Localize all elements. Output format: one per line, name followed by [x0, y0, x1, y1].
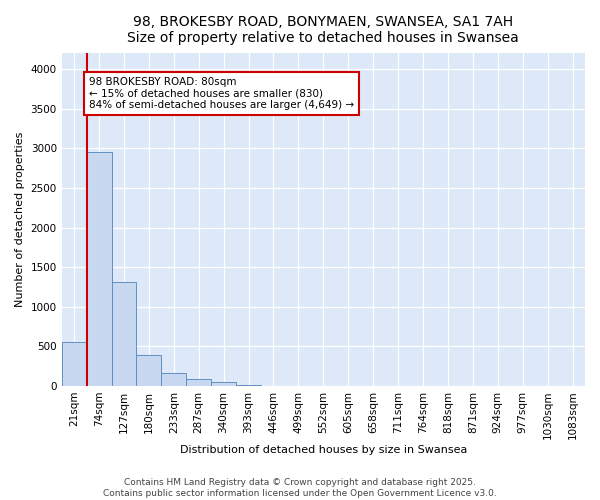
- X-axis label: Distribution of detached houses by size in Swansea: Distribution of detached houses by size …: [179, 445, 467, 455]
- Bar: [112, 282, 136, 386]
- Y-axis label: Number of detached properties: Number of detached properties: [15, 132, 25, 308]
- Bar: [186, 379, 211, 386]
- Text: 98 BROKESBY ROAD: 80sqm
← 15% of detached houses are smaller (830)
84% of semi-d: 98 BROKESBY ROAD: 80sqm ← 15% of detache…: [89, 77, 354, 110]
- Title: 98, BROKESBY ROAD, BONYMAEN, SWANSEA, SA1 7AH
Size of property relative to detac: 98, BROKESBY ROAD, BONYMAEN, SWANSEA, SA…: [127, 15, 519, 45]
- Bar: [161, 374, 186, 386]
- Bar: [86, 152, 112, 386]
- Text: Contains HM Land Registry data © Crown copyright and database right 2025.
Contai: Contains HM Land Registry data © Crown c…: [103, 478, 497, 498]
- Bar: [62, 342, 86, 386]
- Bar: [136, 355, 161, 386]
- Bar: [236, 385, 261, 386]
- Bar: [211, 382, 236, 386]
